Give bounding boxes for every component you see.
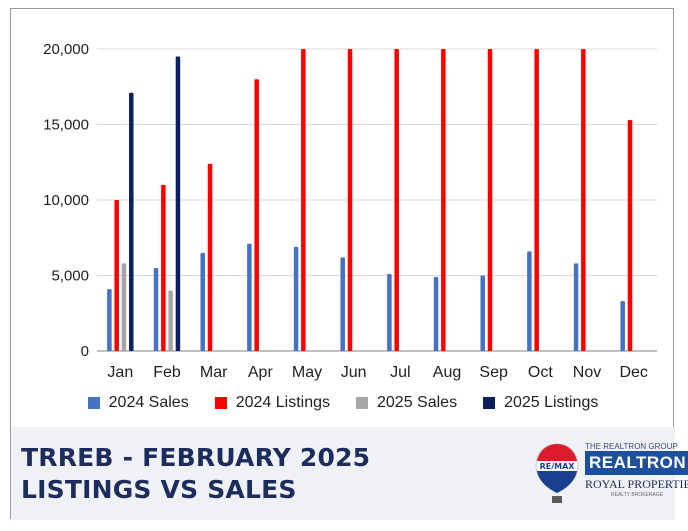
x-tick-label: Nov	[573, 364, 601, 381]
bar	[114, 200, 119, 351]
legend-item: 2025 Sales	[356, 394, 457, 412]
bar	[527, 251, 532, 351]
bar	[254, 79, 259, 351]
legend-label: 2024 Sales	[108, 394, 189, 411]
x-tick-label: Feb	[153, 364, 181, 381]
x-tick-label: Aug	[433, 364, 461, 381]
x-tick-label: Mar	[200, 364, 228, 381]
legend-swatch	[356, 397, 368, 409]
logo-brokerage: REALTY BROKERAGE	[611, 492, 664, 498]
bar	[340, 257, 345, 351]
bar	[168, 290, 173, 351]
bar	[161, 184, 166, 351]
x-tick-label: Apr	[248, 364, 274, 381]
logo-group-name: THE REALTRON GROUP	[585, 442, 678, 451]
bar	[347, 49, 353, 351]
bar	[207, 163, 213, 351]
brokerage-logo: RE/MAX THE REALTRON GROUP REALTRON ROYAL…	[533, 441, 688, 515]
legend-item: 2025 Listings	[483, 394, 598, 412]
logo-royal-properties: ROYAL PROPERTIES	[585, 477, 688, 491]
x-tick-label: Oct	[528, 364, 553, 381]
chart-frame: 0 5,000 10,000 15,000 20,000 Jan Feb Mar Apr May J…	[10, 8, 688, 520]
title-band: TRREB - FEBRUARY 2025 LISTINGS VS SALES …	[11, 427, 688, 520]
y-tick-label: 10,000	[43, 192, 89, 209]
bar	[534, 49, 539, 351]
bar	[627, 119, 633, 351]
bar	[573, 263, 579, 351]
bar	[200, 252, 205, 351]
bar	[107, 289, 112, 351]
y-tick-label: 5,000	[51, 268, 89, 285]
legend-label: 2024 Listings	[235, 394, 330, 411]
bar	[301, 49, 306, 351]
legend-item: 2024 Sales	[87, 394, 189, 412]
y-tick-label: 20,000	[43, 41, 89, 58]
bar	[153, 267, 159, 351]
x-tick-label: May	[292, 364, 322, 381]
remax-logo-text: RE/MAX	[540, 462, 576, 471]
bar	[433, 277, 439, 351]
bar	[581, 49, 586, 351]
bar	[487, 49, 493, 351]
page-title-line-1: TRREB - FEBRUARY 2025	[21, 443, 371, 472]
bar	[394, 49, 399, 351]
legend-item: 2024 Listings	[214, 394, 330, 412]
bar	[441, 49, 446, 351]
bar	[175, 56, 181, 352]
bar	[247, 243, 252, 351]
x-tick-label: Jul	[390, 364, 410, 381]
y-tick-label: 15,000	[43, 117, 89, 134]
chart-legend: 2024 Sales 2024 Listings 2025 Sales 2025 Li…	[11, 394, 675, 412]
bar	[620, 301, 625, 351]
x-tick-label: Sep	[479, 364, 508, 381]
bar	[121, 263, 127, 351]
logo-realtron: REALTRON	[585, 451, 688, 475]
x-tick-label: Jun	[341, 364, 367, 381]
x-tick-label: Jan	[107, 364, 133, 381]
bar	[293, 246, 299, 351]
remax-balloon-icon: RE/MAX	[535, 443, 579, 503]
legend-swatch	[214, 397, 227, 409]
y-tick-label: 0	[81, 343, 89, 360]
bar	[129, 92, 134, 351]
bar	[387, 273, 392, 351]
x-tick-label: Dec	[619, 364, 647, 381]
legend-swatch	[483, 397, 496, 409]
bar-chart: 0 5,000 10,000 15,000 20,000 Jan Feb Mar Apr May J…	[43, 41, 657, 381]
legend-swatch	[87, 397, 100, 409]
legend-label: 2025 Sales	[377, 394, 458, 411]
page-title-line-2: LISTINGS VS SALES	[21, 475, 297, 504]
legend-label: 2025 Listings	[504, 394, 599, 411]
bar	[480, 275, 485, 351]
